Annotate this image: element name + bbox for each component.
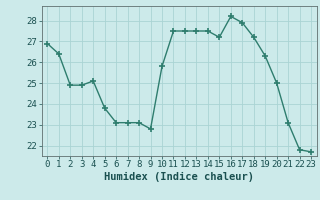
X-axis label: Humidex (Indice chaleur): Humidex (Indice chaleur) — [104, 172, 254, 182]
